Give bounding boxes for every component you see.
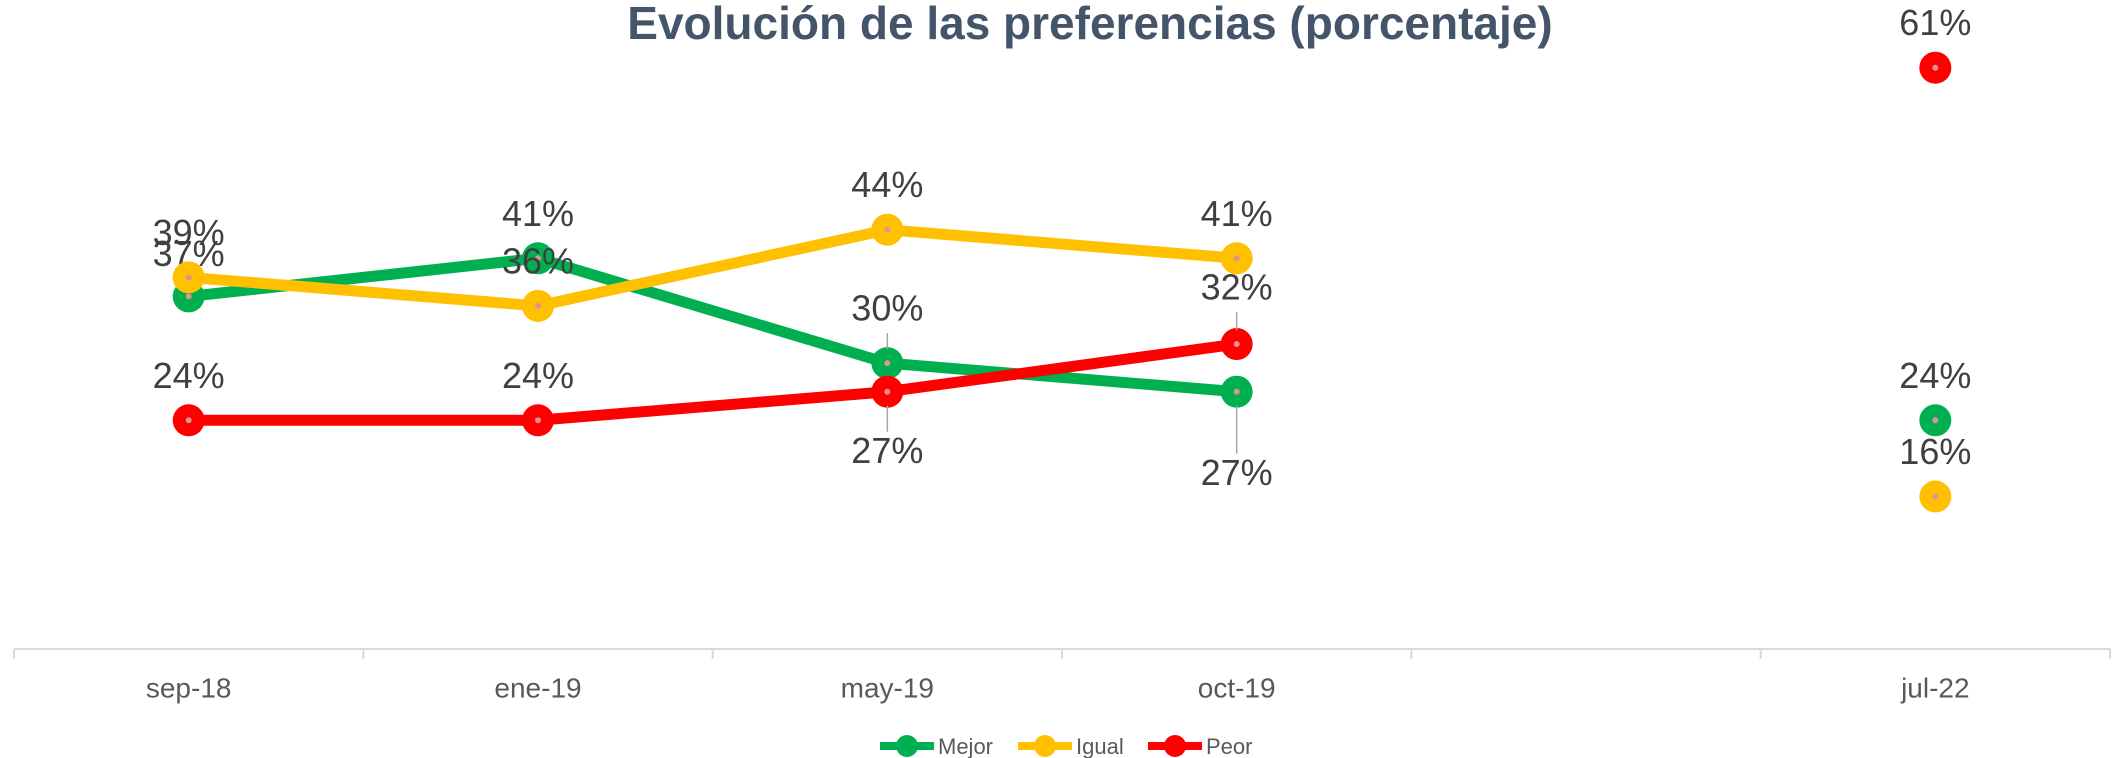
marker-dot — [1932, 493, 1939, 500]
data-label: 27% — [1201, 452, 1273, 493]
marker-dot — [185, 274, 192, 281]
marker-dot — [535, 417, 541, 424]
data-label: 16% — [1899, 431, 1971, 472]
marker-dot — [535, 302, 541, 309]
marker-dot — [535, 255, 541, 262]
series-line — [188, 224, 1238, 312]
legend-label: Igual — [1076, 734, 1124, 758]
legend-marker — [896, 735, 918, 757]
x-tick-label: may-19 — [841, 672, 934, 703]
marker-dot — [185, 417, 192, 424]
x-tick-label: ene-19 — [494, 672, 581, 703]
data-label: 61% — [1899, 2, 1971, 43]
legend-marker — [1034, 735, 1056, 757]
data-label: 41% — [1201, 193, 1273, 234]
marker-dot — [884, 360, 891, 367]
data-label: 32% — [1201, 267, 1273, 308]
legend-label: Peor — [1206, 734, 1252, 758]
data-label: 44% — [851, 164, 923, 205]
legend-marker — [1164, 735, 1186, 757]
marker-dot — [884, 388, 891, 395]
data-label: 30% — [851, 288, 923, 329]
series-line — [188, 252, 1238, 398]
data-label: 24% — [502, 355, 574, 396]
data-label: 24% — [153, 355, 225, 396]
marker-dot — [1233, 388, 1240, 395]
marker-dot — [1233, 341, 1240, 348]
chart-title: Evolución de las preferencias (porcentaj… — [627, 0, 1552, 49]
data-label: 39% — [153, 212, 225, 253]
data-label: 24% — [1899, 355, 1971, 396]
marker-dot — [1233, 255, 1240, 262]
marker-dot — [884, 226, 891, 233]
series-line — [188, 338, 1238, 426]
marker-dot — [1932, 417, 1939, 424]
data-label: 27% — [851, 430, 923, 471]
x-tick-label: sep-18 — [146, 672, 232, 703]
data-label: 36% — [502, 240, 574, 281]
marker-dot — [1932, 64, 1939, 71]
x-tick-label: jul-22 — [1900, 672, 1969, 703]
marker-dot — [185, 293, 192, 300]
x-tick-label: oct-19 — [1198, 672, 1276, 703]
data-label: 41% — [502, 193, 574, 234]
legend-label: Mejor — [938, 734, 993, 758]
